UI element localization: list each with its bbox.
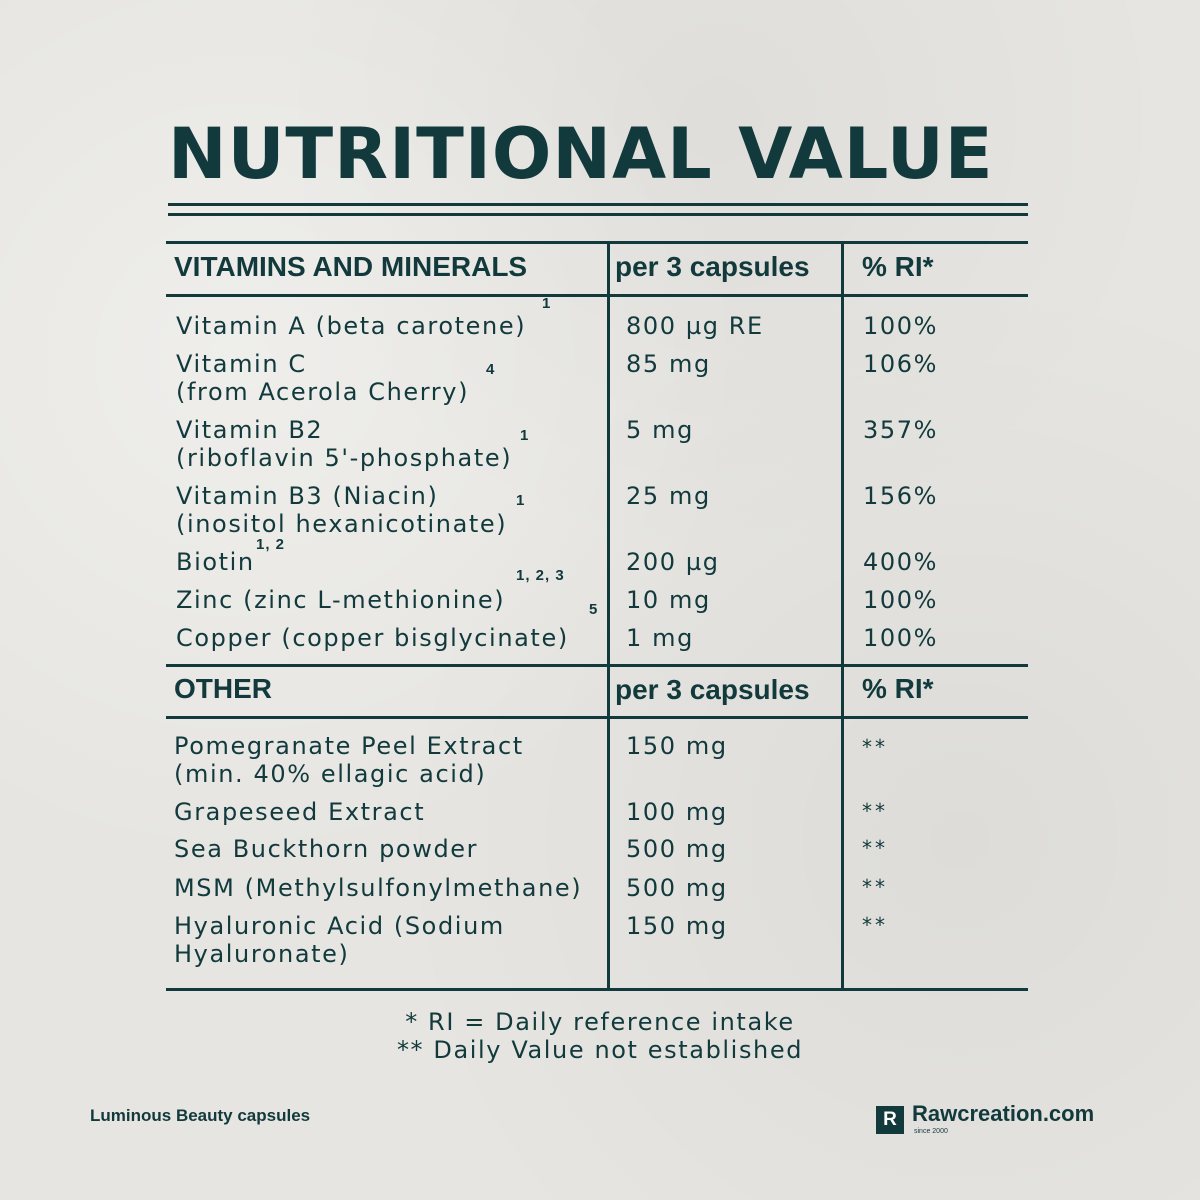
nutrient-name-detail: (riboflavin 5'-phosphate)	[176, 444, 513, 472]
ingredient-name: Hyaluronic Acid (Sodium	[174, 912, 505, 940]
ingredient-ri: **	[862, 836, 888, 860]
footnote-ri: * RI = Daily reference intake	[405, 1008, 795, 1036]
brand-name: Rawcreation.com	[912, 1101, 1095, 1126]
ingredient-name-detail: Hyaluronate)	[174, 940, 350, 968]
product-name: Luminous Beauty capsules	[90, 1106, 311, 1125]
nutrient-ri: 100%	[863, 624, 939, 652]
section2-top-line	[166, 664, 1028, 667]
ingredient-name: Sea Buckthorn powder	[174, 835, 479, 863]
nutrient-amount: 800 µg RE	[626, 312, 764, 340]
nutrient-name: Vitamin C	[176, 350, 307, 378]
section2-header-line	[166, 716, 1028, 719]
ingredient-amount: 150 mg	[626, 912, 728, 940]
nutrient-amount: 1 mg	[626, 624, 694, 652]
nutrient-ri: 100%	[863, 586, 939, 614]
nutrient-amount: 5 mg	[626, 416, 694, 444]
section1-header-name: VITAMINS AND MINERALS	[174, 251, 528, 282]
ingredient-name: MSM (Methylsulfonylmethane)	[174, 874, 583, 902]
brand-logo-icon: R	[876, 1106, 904, 1134]
nutrient-amount: 200 µg	[626, 548, 720, 576]
table-bottom-line	[166, 988, 1028, 991]
nutrient-name: Zinc (zinc L-methionine)	[176, 586, 506, 614]
footnote-ref: 1, 2	[256, 536, 286, 553]
ingredient-amount: 100 mg	[626, 798, 728, 826]
ingredient-amount: 150 mg	[626, 732, 728, 760]
footnote-daily-value: ** Daily Value not established	[396, 1036, 804, 1064]
nutrient-ri: 400%	[863, 548, 939, 576]
nutrient-name: Biotin	[176, 548, 255, 576]
column-divider-1	[607, 241, 610, 991]
nutrient-ri: 100%	[863, 312, 939, 340]
ingredient-ri: **	[862, 735, 888, 759]
nutrient-name-detail: (from Acerola Cherry)	[176, 378, 470, 406]
nutrient-name: Copper (copper bisglycinate)	[176, 624, 569, 652]
footnote-ref: 1	[542, 295, 552, 312]
nutrient-name: Vitamin B3 (Niacin)	[176, 482, 439, 510]
section1-header-line	[166, 294, 1028, 297]
column-divider-2	[841, 241, 844, 991]
nutrient-name: Vitamin A (beta carotene)	[176, 312, 527, 340]
section2-header-name: OTHER	[174, 673, 272, 704]
nutrient-amount: 85 mg	[626, 350, 711, 378]
nutrient-amount: 25 mg	[626, 482, 711, 510]
nutrient-amount: 10 mg	[626, 586, 711, 614]
nutrient-ri: 156%	[863, 482, 939, 510]
ingredient-ri: **	[862, 913, 888, 937]
ingredient-name: Pomegranate Peel Extract	[174, 732, 524, 760]
nutrient-ri: 357%	[863, 416, 939, 444]
footnote-ref: 1	[516, 492, 526, 509]
brand-since: since 2000	[914, 1128, 948, 1135]
section1-header-amount: per 3 capsules	[615, 251, 810, 282]
ingredient-amount: 500 mg	[626, 874, 728, 902]
nutrient-name: Vitamin B2	[176, 416, 324, 444]
title-rule-top	[168, 203, 1028, 206]
footnote-ref: 5	[589, 601, 599, 618]
ingredient-name-detail: (min. 40% ellagic acid)	[174, 760, 487, 788]
footnote-ref: 1	[520, 427, 530, 444]
section2-header-ri: % RI*	[862, 673, 934, 704]
title-rule-bottom	[168, 213, 1028, 216]
page-title: NUTRITIONAL VALUE	[168, 113, 994, 195]
ingredient-ri: **	[862, 875, 888, 899]
footnote-ref: 1, 2, 3	[516, 567, 565, 584]
footnote-ref: 4	[486, 361, 496, 378]
nutrient-name-detail: (inositol hexanicotinate)	[176, 510, 508, 538]
ingredient-amount: 500 mg	[626, 835, 728, 863]
ingredient-name: Grapeseed Extract	[174, 798, 426, 826]
nutrient-ri: 106%	[863, 350, 939, 378]
section1-header-ri: % RI*	[862, 251, 934, 282]
section2-header-amount: per 3 capsules	[615, 674, 810, 705]
table-top-line	[166, 241, 1028, 244]
ingredient-ri: **	[862, 799, 888, 823]
